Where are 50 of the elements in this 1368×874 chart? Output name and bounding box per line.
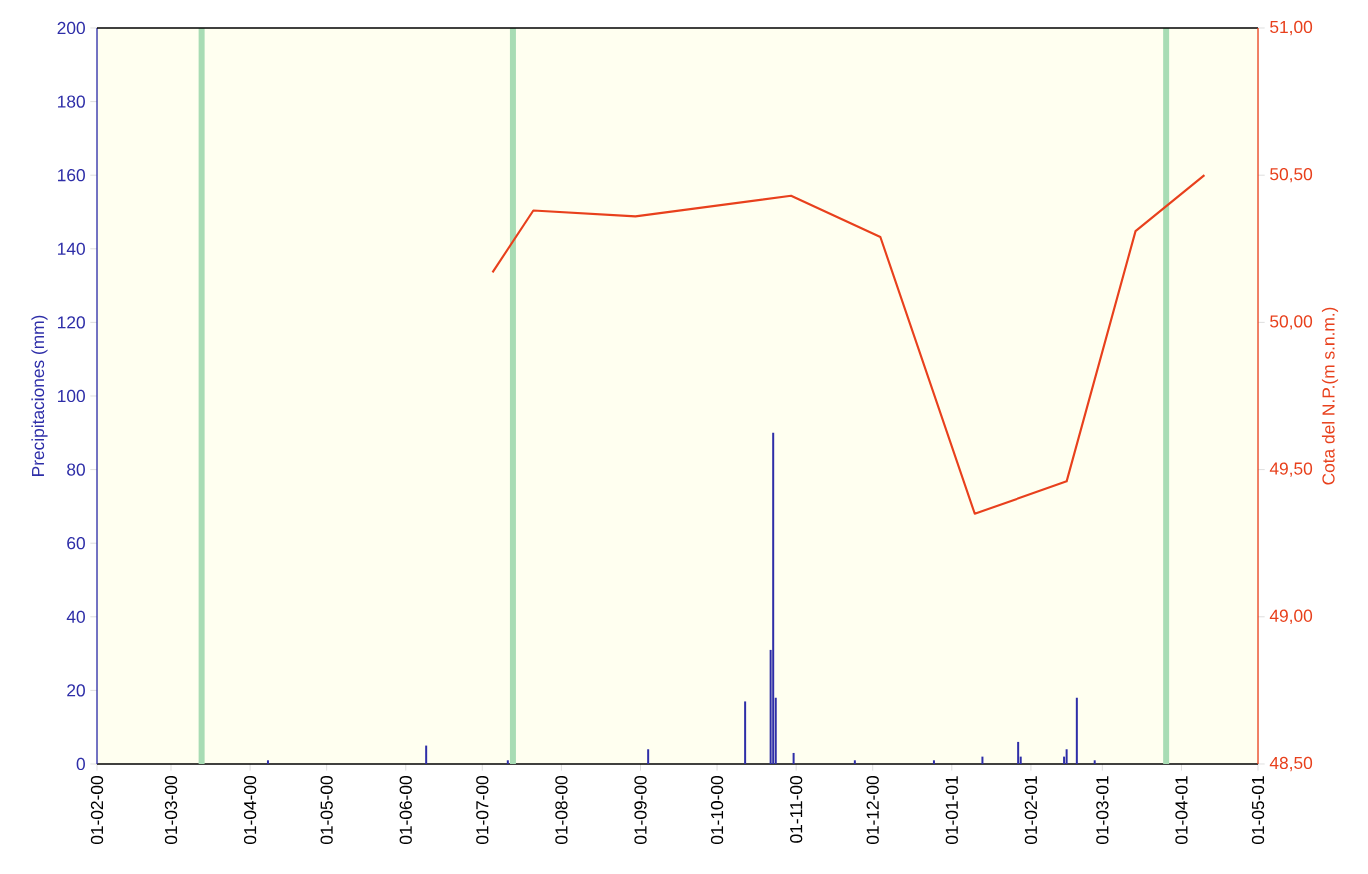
y2-tick-label: 48,50 xyxy=(1269,756,1313,772)
x-tick-label: 01-12-00 xyxy=(866,776,879,845)
y2-tick-label: 51,00 xyxy=(1270,20,1313,36)
bar xyxy=(1093,760,1096,764)
x-tick-label: 01-05-01 xyxy=(1251,776,1265,845)
x-tick-label: 01-07-00 xyxy=(476,776,489,845)
bar xyxy=(981,756,984,764)
y-axis-title: Precipitaciones (mm) xyxy=(31,315,48,476)
x-tick-label: 01-11-00 xyxy=(790,776,803,843)
x-tick-label: 01-05-00 xyxy=(320,776,333,845)
y2-axis-title: Cota del N.P.(m s.n.m.) xyxy=(1321,307,1339,485)
x-tick-label: 01-03-00 xyxy=(164,776,178,845)
y2-tick-label: 50,50 xyxy=(1270,168,1313,183)
y2-tick-label: 49,00 xyxy=(1269,609,1313,624)
bar xyxy=(744,701,747,764)
bar xyxy=(853,760,856,764)
bar xyxy=(932,760,935,764)
y-tick-label: 80 xyxy=(67,463,85,476)
y-tick-label: 120 xyxy=(58,316,85,329)
bar xyxy=(792,752,795,764)
y-tick-label: 60 xyxy=(67,537,85,550)
x-tick-label: 01-04-00 xyxy=(243,776,257,845)
x-tick-label: 01-03-01 xyxy=(1096,776,1109,845)
y-tick-label: 200 xyxy=(57,21,85,35)
x-tick-label: 01-01-01 xyxy=(945,776,958,845)
bar xyxy=(647,749,650,764)
y-tick-label: 40 xyxy=(66,610,85,623)
x-tick-label: 01-04-01 xyxy=(1175,776,1188,845)
bar xyxy=(425,745,428,764)
x-tick-label: 01-08-00 xyxy=(555,776,568,845)
y-tick-label: 20 xyxy=(67,684,85,697)
y-tick-label: 100 xyxy=(58,389,85,403)
bar xyxy=(1017,741,1020,764)
bar xyxy=(1065,749,1068,764)
y-tick-label: 180 xyxy=(58,95,85,108)
line-series xyxy=(491,174,1206,515)
bar xyxy=(1075,697,1078,764)
y-tick-label: 140 xyxy=(58,242,85,255)
x-tick-label: 01-10-00 xyxy=(710,776,724,845)
y-tick-label: 0 xyxy=(76,757,85,771)
y2-tick-label: 49,50 xyxy=(1269,462,1313,477)
x-tick-label: 01-09-00 xyxy=(634,776,647,845)
x-tick-label: 01-02-00 xyxy=(90,776,104,845)
bar xyxy=(772,432,775,764)
bar xyxy=(506,760,509,764)
y-tick-label: 160 xyxy=(58,169,85,182)
bar xyxy=(266,760,269,764)
x-tick-label: 01-06-00 xyxy=(399,776,412,845)
x-tick-label: 01-02-01 xyxy=(1024,776,1038,845)
y2-tick-label: 50,00 xyxy=(1270,315,1313,330)
